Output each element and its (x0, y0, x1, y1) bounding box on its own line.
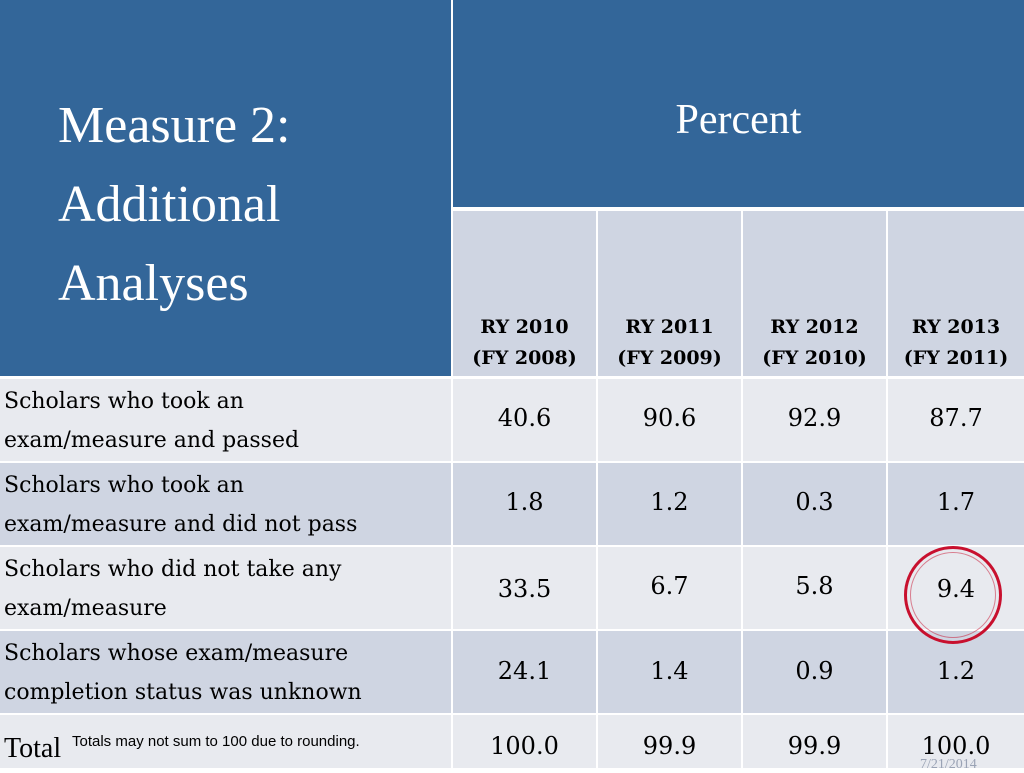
table-cell: 0.3 (795, 488, 834, 516)
column-header-fy: (FY 2010) (762, 347, 867, 369)
table-row-label: Scholars who took an exam/measure and did… (0, 463, 451, 545)
title-cell: Measure 2: Additional Analyses (0, 0, 451, 376)
table-cell-bg (453, 463, 596, 545)
row-label-line: Scholars who took an (4, 389, 244, 414)
total-cell: 99.9 (642, 732, 697, 760)
table-cell-bg (598, 379, 741, 461)
table-cell-bg (888, 631, 1024, 713)
table-cell-bg (743, 547, 886, 629)
table-cell: 5.8 (795, 572, 834, 600)
column-header-year: RY 2011 (625, 316, 714, 338)
table-cell-bg (598, 547, 741, 629)
column-header-year: RY 2012 (770, 316, 859, 338)
table-cell-bg (453, 379, 596, 461)
table-cell-bg (0, 547, 451, 629)
slide-title: Measure 2: Additional Analyses (58, 86, 290, 323)
table-cell: 1.2 (650, 488, 689, 516)
table-cell-bg (0, 379, 451, 461)
table-cell-bg (598, 463, 741, 545)
table-row-label: Scholars who took an exam/measure and pas… (0, 379, 451, 461)
table-cell-bg (0, 715, 451, 768)
table-cell-bg (743, 463, 886, 545)
table-cell: 24.1 (497, 657, 552, 685)
table-cell: 1.8 (505, 488, 544, 516)
title-line: Analyses (58, 255, 249, 312)
column-header-fy: (FY 2008) (472, 347, 577, 369)
total-cell: 100.0 (921, 732, 991, 760)
column-header-fy: (FY 2009) (617, 347, 722, 369)
table-cell-bg (453, 547, 596, 629)
percent-header-cell: Percent (453, 0, 1024, 207)
table-cell-bg (888, 379, 1024, 461)
row-label-line: exam/measure (4, 596, 167, 621)
highlight-circle (904, 546, 1002, 644)
table-cell: 6.7 (650, 572, 689, 600)
rounding-note: Totals may not sum to 100 due to roundin… (72, 733, 360, 750)
row-label-line: Scholars who did not take any (4, 557, 342, 582)
table-cell-bg (453, 631, 596, 713)
table-cell: 87.7 (929, 404, 983, 432)
table-cell-bg (743, 715, 886, 768)
table-cell-bg (888, 463, 1024, 545)
table-cell-bg (453, 715, 596, 768)
column-header: RY 2010 (FY 2008) (453, 211, 596, 376)
table-cell-bg (598, 715, 741, 768)
table-cell-bg (743, 379, 886, 461)
table-cell-bg (598, 631, 741, 713)
table-cell: 1.2 (936, 657, 976, 685)
table-cell: 1.4 (650, 657, 689, 685)
footer-date: 7/21/2014 (920, 757, 977, 772)
table-cell-bg (888, 715, 1024, 768)
table-cell: 90.6 (642, 404, 697, 432)
row-label-line: Scholars whose exam/measure (4, 641, 349, 666)
column-header: RY 2011 (FY 2009) (598, 211, 741, 376)
table-cell: 1.7 (936, 488, 976, 516)
table-cell: 0.9 (795, 657, 834, 685)
title-line: Additional (58, 176, 281, 233)
table-row-label: Scholars whose exam/measure completion st… (0, 631, 451, 713)
table-row-label: Scholars who did not take any exam/measur… (0, 547, 451, 629)
table-cell: 40.6 (497, 404, 552, 432)
table-cell-bg (0, 463, 451, 545)
row-label-line: completion status was unknown (4, 680, 362, 705)
percent-header: Percent (675, 97, 802, 143)
total-cell: 99.9 (787, 732, 842, 760)
table-cell: 92.9 (787, 404, 842, 432)
row-label-line: exam/measure and passed (4, 428, 300, 453)
row-label-line: exam/measure and did not pass (4, 512, 358, 537)
total-cell: 100.0 (490, 732, 559, 760)
table-cell-bg (0, 631, 451, 713)
title-line: Measure 2: (58, 97, 291, 154)
column-header: RY 2012 (FY 2010) (743, 211, 886, 376)
column-header-year: RY 2013 (911, 316, 1001, 338)
column-header: RY 2013 (FY 2011) (888, 211, 1024, 376)
column-header-fy: (FY 2011) (903, 347, 1009, 369)
total-label: Total (4, 733, 62, 764)
column-header-year: RY 2010 (480, 316, 569, 338)
table-cell: 33.5 (497, 575, 552, 603)
table-cell-bg (743, 631, 886, 713)
row-label-line: Scholars who took an (4, 473, 244, 498)
